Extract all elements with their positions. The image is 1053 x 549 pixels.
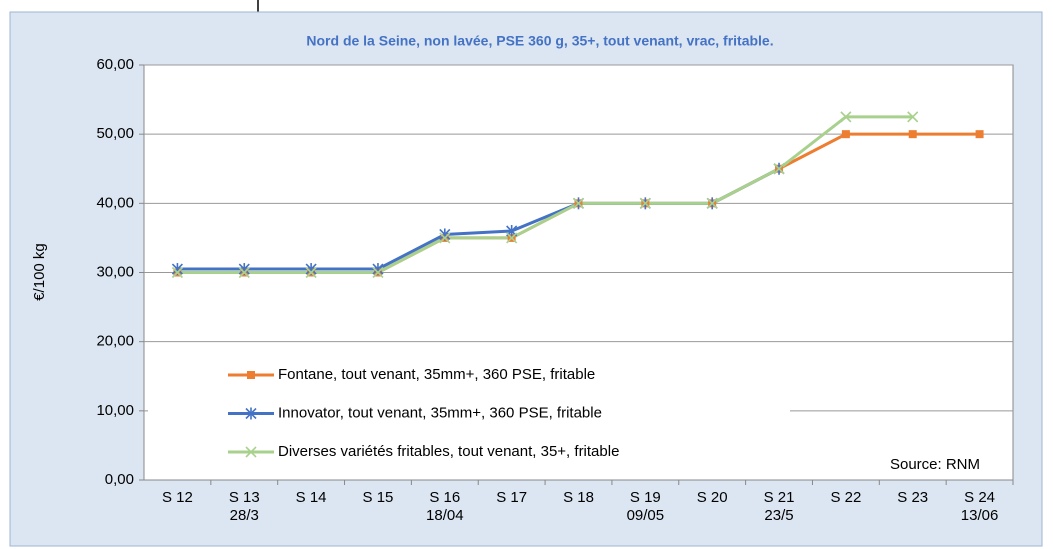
marker bbox=[245, 446, 257, 458]
chart-title: Nord de la Seine, non lavée, PSE 360 g, … bbox=[306, 33, 773, 49]
marker-stroke bbox=[238, 266, 250, 279]
y-tick-label: 0,00 bbox=[105, 471, 134, 488]
marker bbox=[247, 371, 255, 379]
y-axis-label: €/100 kg bbox=[31, 243, 48, 301]
marker bbox=[572, 197, 585, 209]
y-tick-label: 10,00 bbox=[96, 402, 134, 419]
legend-label: Diverses variétés fritables, tout venant… bbox=[278, 443, 619, 460]
y-tick-label: 40,00 bbox=[96, 194, 134, 211]
marker bbox=[773, 163, 785, 175]
marker bbox=[840, 111, 852, 123]
marker-stroke bbox=[506, 232, 518, 244]
x-tick-label: S 17 bbox=[496, 489, 527, 506]
marker bbox=[841, 130, 850, 139]
marker-stroke bbox=[907, 111, 919, 123]
x-tick-label: S 13 28/3 bbox=[229, 489, 260, 524]
marker bbox=[372, 266, 384, 279]
y-tick-label: 50,00 bbox=[96, 125, 134, 142]
marker bbox=[305, 266, 317, 279]
x-tick-label: S 19 09/05 bbox=[627, 489, 665, 524]
marker bbox=[706, 197, 718, 209]
marker-stroke bbox=[572, 197, 585, 209]
x-tick-label: S 12 bbox=[162, 489, 193, 506]
y-tick-label: 30,00 bbox=[96, 263, 134, 280]
x-tick-label: S 24 13/06 bbox=[961, 489, 999, 524]
annotation: Source: RNM bbox=[890, 456, 980, 473]
marker-stroke bbox=[773, 163, 785, 175]
marker bbox=[975, 130, 984, 139]
marker bbox=[439, 232, 451, 244]
x-tick-label: S 15 bbox=[363, 489, 394, 506]
marker bbox=[639, 197, 651, 209]
marker-stroke bbox=[245, 446, 257, 458]
x-tick-label: S 23 bbox=[897, 489, 928, 506]
marker bbox=[171, 266, 183, 279]
marker bbox=[238, 266, 250, 279]
x-tick-label: S 14 bbox=[296, 489, 327, 506]
marker bbox=[907, 111, 919, 123]
legend-label: Innovator, tout venant, 35mm+, 360 PSE, … bbox=[278, 404, 602, 421]
x-tick-label: S 18 bbox=[563, 489, 594, 506]
x-tick-label: S 22 bbox=[830, 489, 861, 506]
marker-stroke bbox=[171, 266, 183, 279]
marker bbox=[908, 130, 917, 139]
marker-stroke bbox=[305, 266, 317, 279]
x-tick-label: S 21 23/5 bbox=[764, 489, 795, 524]
y-tick-label: 20,00 bbox=[96, 333, 134, 350]
x-tick-label: S 20 bbox=[697, 489, 728, 506]
marker-stroke bbox=[639, 197, 651, 209]
series-line bbox=[177, 115, 913, 274]
marker-stroke bbox=[706, 197, 718, 209]
marker bbox=[245, 407, 257, 420]
marker-stroke bbox=[840, 111, 852, 123]
marker bbox=[506, 232, 518, 244]
legend-label: Fontane, tout venant, 35mm+, 360 PSE, fr… bbox=[278, 366, 595, 383]
y-tick-label: 60,00 bbox=[96, 56, 134, 73]
x-tick-label: S 16 18/04 bbox=[426, 489, 464, 524]
marker-stroke bbox=[439, 232, 451, 244]
marker-stroke bbox=[372, 266, 384, 279]
